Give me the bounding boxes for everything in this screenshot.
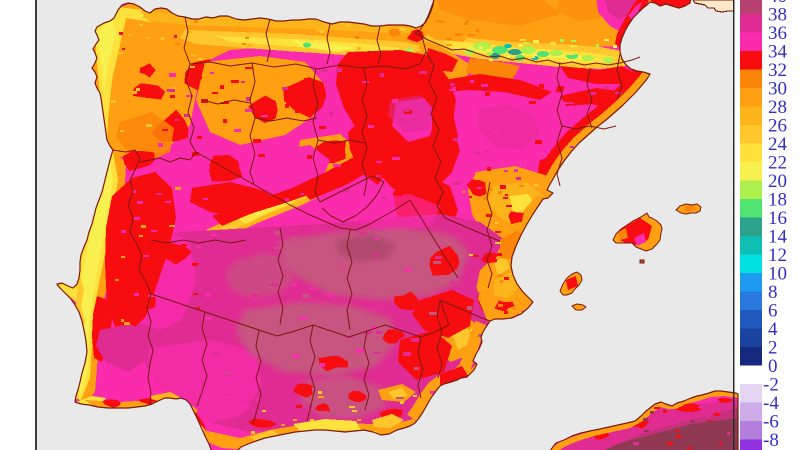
svg-text:2: 2 — [768, 338, 778, 359]
svg-text:4: 4 — [768, 319, 778, 340]
svg-text:38: 38 — [768, 5, 787, 26]
svg-text:10: 10 — [768, 264, 787, 285]
svg-text:40: 40 — [768, 0, 787, 7]
svg-text:14: 14 — [768, 227, 788, 248]
svg-text:8: 8 — [768, 282, 778, 303]
svg-text:-8: -8 — [763, 430, 779, 450]
svg-text:30: 30 — [768, 79, 787, 100]
svg-text:34: 34 — [768, 42, 788, 63]
svg-text:12: 12 — [768, 245, 787, 266]
svg-text:0: 0 — [768, 356, 778, 377]
svg-text:36: 36 — [768, 23, 787, 44]
svg-text:32: 32 — [768, 60, 787, 81]
svg-text:6: 6 — [768, 301, 778, 322]
svg-text:-2: -2 — [763, 375, 779, 396]
svg-text:22: 22 — [768, 153, 787, 174]
svg-text:20: 20 — [768, 171, 787, 192]
svg-text:-4: -4 — [763, 393, 779, 414]
svg-text:26: 26 — [768, 116, 787, 137]
svg-text:18: 18 — [768, 190, 787, 211]
svg-text:28: 28 — [768, 97, 787, 118]
svg-text:16: 16 — [768, 208, 787, 229]
svg-text:24: 24 — [768, 134, 788, 155]
svg-text:-6: -6 — [763, 412, 779, 433]
